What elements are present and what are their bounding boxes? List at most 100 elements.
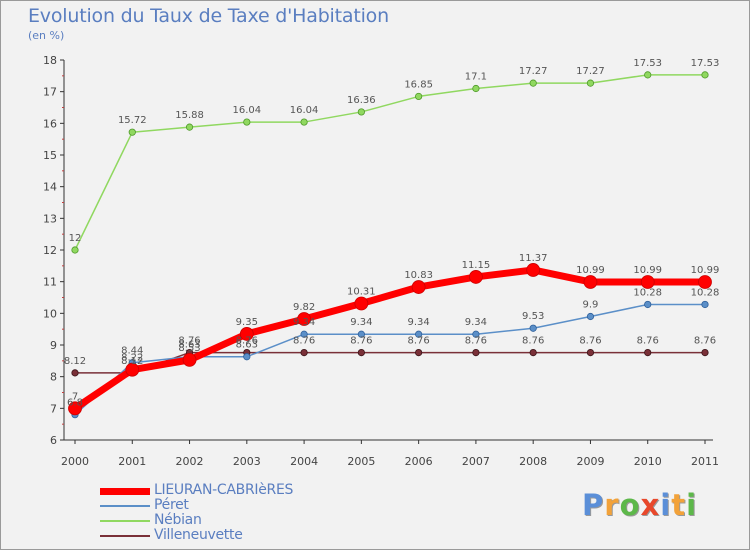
x-tick-label: 2006 xyxy=(405,455,433,468)
proxiti-logo: Proxiti xyxy=(582,488,697,522)
data-label-nebian: 16.36 xyxy=(347,95,376,106)
logo-letter: i xyxy=(660,488,672,522)
y-tick-label: 16 xyxy=(43,117,57,130)
data-point-lieuran-cabrieres xyxy=(297,312,311,326)
series-line-villeneuvette xyxy=(74,351,706,374)
data-point-nebian xyxy=(300,118,308,126)
data-point-villeneuvette xyxy=(71,369,79,377)
y-tick-label: 10 xyxy=(43,307,57,320)
data-label-villeneuvette: 8.76 xyxy=(408,336,430,347)
y-tick-label: 15 xyxy=(43,149,57,162)
series-line-nebian xyxy=(74,74,706,251)
data-label-lieuran-cabrieres: 10.99 xyxy=(633,265,662,276)
x-tick-label: 2000 xyxy=(61,455,89,468)
data-point-villeneuvette xyxy=(701,348,709,357)
data-label-nebian: 17.1 xyxy=(465,72,487,83)
x-tick-label: 2004 xyxy=(290,455,318,468)
data-point-nebian xyxy=(529,79,537,87)
y-tick-label: 17 xyxy=(43,86,57,99)
data-point-villeneuvette xyxy=(300,348,308,357)
data-label-nebian: 17.27 xyxy=(576,66,605,77)
data-point-peret xyxy=(243,353,251,361)
data-label-nebian: 17.53 xyxy=(691,58,720,69)
data-point-villeneuvette xyxy=(472,348,480,357)
data-label-nebian: 17.53 xyxy=(633,58,662,69)
data-label-nebian: 16.04 xyxy=(232,105,261,116)
x-tick-label: 2010 xyxy=(634,455,662,468)
data-point-villeneuvette xyxy=(529,348,537,357)
data-label-lieuran-cabrieres: 8.53 xyxy=(178,343,200,354)
data-label-nebian: 15.88 xyxy=(175,110,204,121)
data-label-peret: 10.28 xyxy=(691,287,720,298)
data-label-peret: 8.63 xyxy=(236,340,258,351)
data-point-peret xyxy=(644,300,652,309)
chart-title: Evolution du Taux de Taxe d'Habitation xyxy=(28,5,389,27)
data-label-lieuran-cabrieres: 10.99 xyxy=(691,265,720,276)
logo-letter: r xyxy=(604,488,620,522)
data-label-villeneuvette: 8.12 xyxy=(121,356,143,367)
logo-letter: x xyxy=(640,488,661,522)
data-point-peret xyxy=(415,330,423,338)
data-label-lieuran-cabrieres: 10.31 xyxy=(347,287,376,298)
data-point-nebian xyxy=(128,128,136,136)
y-tick-label: 13 xyxy=(43,212,57,225)
data-label-villeneuvette: 8.76 xyxy=(350,336,372,347)
data-label-villeneuvette: 8.76 xyxy=(579,336,601,347)
x-tick-label: 2002 xyxy=(176,455,204,468)
data-point-lieuran-cabrieres xyxy=(182,352,197,367)
data-label-peret: 10.28 xyxy=(633,287,662,298)
data-label-villeneuvette: 8.76 xyxy=(236,336,258,347)
series-line-lieuran-cabrieres xyxy=(71,266,709,412)
x-tick-label: 2001 xyxy=(118,455,146,468)
y-tick-label: 7 xyxy=(50,402,57,415)
data-point-lieuran-cabrieres xyxy=(411,280,426,294)
data-label-lieuran-cabrieres: 7 xyxy=(72,391,78,402)
logo-letter: P xyxy=(582,488,605,522)
data-point-villeneuvette xyxy=(586,348,595,357)
data-point-lieuran-cabrieres xyxy=(125,362,140,377)
data-point-nebian xyxy=(243,118,251,126)
data-label-villeneuvette: 8.76 xyxy=(694,336,716,347)
legend-swatch xyxy=(100,487,150,495)
data-point-peret xyxy=(357,330,365,338)
data-label-nebian: 17.27 xyxy=(519,66,548,77)
data-label-peret: 8.63 xyxy=(178,340,200,351)
x-tick-label: 2009 xyxy=(576,455,604,468)
data-label-peret: 8.44 xyxy=(121,346,143,357)
data-label-nebian: 16.04 xyxy=(290,105,319,116)
data-point-nebian xyxy=(357,108,365,116)
data-label-peret: 9.34 xyxy=(293,317,315,328)
y-tick-label: 6 xyxy=(50,434,57,447)
data-point-lieuran-cabrieres xyxy=(239,327,254,341)
data-label-villeneuvette: 8.12 xyxy=(64,356,86,367)
logo-letter: o xyxy=(619,488,641,522)
data-point-lieuran-cabrieres xyxy=(68,401,82,416)
data-point-peret xyxy=(472,330,480,338)
y-tick-label: 12 xyxy=(43,244,57,257)
data-point-nebian xyxy=(701,71,709,79)
data-point-nebian xyxy=(185,123,194,131)
data-point-peret xyxy=(586,312,595,321)
y-tick-label: 14 xyxy=(43,181,57,194)
legend-label: Villeneuvette xyxy=(154,527,243,543)
data-label-lieuran-cabrieres: 11.15 xyxy=(462,260,491,271)
data-point-nebian xyxy=(415,92,423,101)
data-point-villeneuvette xyxy=(415,348,423,357)
data-label-lieuran-cabrieres: 10.83 xyxy=(404,270,433,281)
data-point-nebian xyxy=(586,79,595,87)
logo-letter: i xyxy=(686,488,698,522)
legend-swatch xyxy=(100,505,150,507)
x-tick-label: 2005 xyxy=(347,455,375,468)
logo-letter: t xyxy=(671,488,687,522)
data-point-peret xyxy=(529,324,537,332)
x-tick-label: 2011 xyxy=(691,455,719,468)
data-label-nebian: 12 xyxy=(69,233,82,244)
data-label-lieuran-cabrieres: 9.82 xyxy=(293,302,315,313)
data-point-lieuran-cabrieres xyxy=(640,275,655,289)
data-point-lieuran-cabrieres xyxy=(469,270,483,284)
chart-subtitle: (en %) xyxy=(28,29,65,42)
data-label-nebian: 16.85 xyxy=(404,79,433,90)
data-point-nebian xyxy=(472,84,480,93)
